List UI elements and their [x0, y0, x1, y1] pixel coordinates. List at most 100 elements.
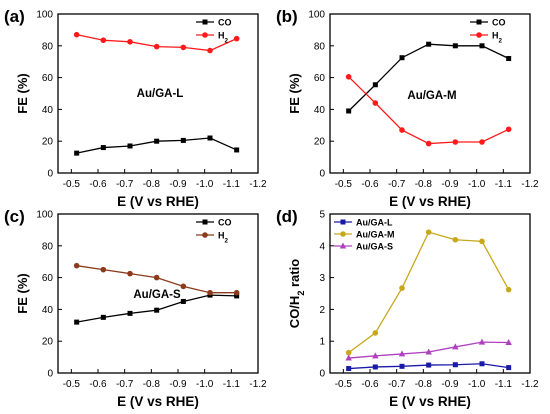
x-tick-label: -0.8	[415, 379, 433, 390]
y-tick-label: 80	[42, 41, 54, 52]
legend-label: CO	[218, 18, 232, 28]
data-point	[452, 43, 458, 49]
legend-marker	[202, 32, 208, 38]
x-axis-label: E (V vs RHE)	[117, 394, 199, 409]
panel-label: (a)	[4, 7, 25, 26]
x-tick-label: -1.1	[495, 379, 513, 390]
x-tick-label: -0.7	[116, 379, 134, 390]
plot-frame	[329, 13, 531, 174]
data-point	[154, 307, 160, 313]
series-h2	[345, 74, 512, 147]
legend-marker	[339, 242, 347, 249]
data-point	[452, 343, 459, 350]
legend-label: CO	[492, 18, 506, 28]
y-tick-label: 40	[42, 305, 54, 316]
data-point	[180, 283, 187, 290]
x-tick-label: -1.1	[223, 179, 241, 190]
y-tick-label: 60	[42, 73, 54, 84]
x-tick-label: -1.2	[249, 179, 267, 190]
legend-marker	[202, 232, 208, 238]
panel-label: (c)	[4, 207, 25, 226]
legend: CO H2	[196, 18, 232, 45]
data-point	[234, 293, 240, 299]
chart-panel-a: -0.5 -0.6 -0.7 -0.8 -0.9 -1.0 -1.1 -1.2 0 20 40 60 8…	[4, 7, 267, 209]
data-point	[372, 352, 379, 359]
legend-label: Au/GA-L	[356, 218, 393, 228]
y-tick-label: 20	[314, 137, 326, 148]
y-tick-label: 5	[319, 210, 325, 221]
panel-label: (d)	[276, 207, 298, 226]
x-tick-label: -0.9	[169, 379, 187, 390]
data-point	[100, 37, 107, 44]
data-point	[398, 350, 406, 357]
data-point	[425, 140, 432, 147]
y-tick-label: 40	[314, 105, 326, 116]
x-tick-label: -0.5	[63, 179, 81, 190]
series-h2	[73, 262, 240, 296]
x-axis-label: E (V vs RHE)	[389, 194, 471, 209]
data-point	[452, 362, 458, 368]
x-tick-label: -0.8	[415, 179, 433, 190]
y-tick-label: 80	[42, 241, 54, 252]
y-axis-label: FE (%)	[15, 273, 30, 313]
data-point	[127, 143, 133, 149]
data-point	[127, 310, 133, 316]
x-tick-label: -1.1	[223, 379, 241, 390]
series-au-ga-m	[345, 229, 512, 356]
legend-label: H2	[218, 31, 229, 45]
x-tick-label: -1.0	[196, 379, 214, 390]
legend-label: H2	[492, 31, 503, 45]
data-point	[233, 35, 240, 42]
y-tick-label: 0	[319, 369, 325, 380]
x-tick-label: -1.0	[468, 379, 486, 390]
y-tick-label: 60	[314, 73, 326, 84]
data-point	[425, 348, 432, 355]
y-tick-label: 4	[319, 241, 325, 252]
legend-label: CO	[218, 218, 232, 228]
x-tick-label: -0.7	[116, 179, 134, 190]
panel-label: (b)	[276, 7, 298, 26]
data-point	[207, 135, 213, 141]
data-point	[180, 298, 186, 304]
data-point	[505, 286, 512, 293]
y-tick-label: 60	[42, 273, 54, 284]
x-tick-label: -0.5	[63, 379, 81, 390]
data-point	[479, 361, 485, 367]
y-tick-label: 40	[42, 105, 54, 116]
data-point	[100, 314, 106, 320]
y-tick-label: 100	[308, 10, 325, 21]
legend: CO H2	[196, 218, 232, 245]
data-point	[426, 362, 432, 368]
data-point	[180, 44, 187, 51]
data-point	[505, 338, 512, 345]
data-point	[479, 43, 485, 49]
y-tick-label: 0	[47, 369, 53, 380]
y-tick-label: 1	[319, 337, 325, 348]
series-co	[346, 41, 512, 114]
x-tick-label: -0.9	[169, 179, 187, 190]
data-point	[399, 363, 405, 369]
data-point	[74, 319, 80, 325]
data-point	[346, 366, 352, 372]
data-point	[506, 56, 512, 62]
data-point	[233, 289, 240, 296]
legend-label: Au/GA-S	[356, 242, 393, 252]
data-point	[346, 108, 352, 114]
data-point	[74, 150, 80, 156]
legend-label: H2	[218, 231, 229, 245]
data-point	[372, 364, 378, 370]
y-tick-label: 80	[314, 41, 326, 52]
chart-panel-c: -0.5 -0.6 -0.7 -0.8 -0.9 -1.0 -1.1 -1.2 0 20 40 60 8…	[4, 207, 267, 409]
data-point	[399, 55, 405, 61]
data-point	[452, 139, 459, 145]
series-au-ga-l	[346, 361, 512, 372]
y-tick-label: 0	[47, 169, 53, 180]
data-point	[479, 139, 485, 145]
y-tick-label: 20	[42, 337, 54, 348]
x-tick-label: -0.5	[335, 179, 353, 190]
data-point	[506, 365, 512, 371]
x-tick-label: -0.7	[388, 379, 406, 390]
data-point	[180, 137, 186, 143]
data-point	[73, 31, 80, 38]
sample-annotation: Au/GA-M	[407, 90, 456, 102]
